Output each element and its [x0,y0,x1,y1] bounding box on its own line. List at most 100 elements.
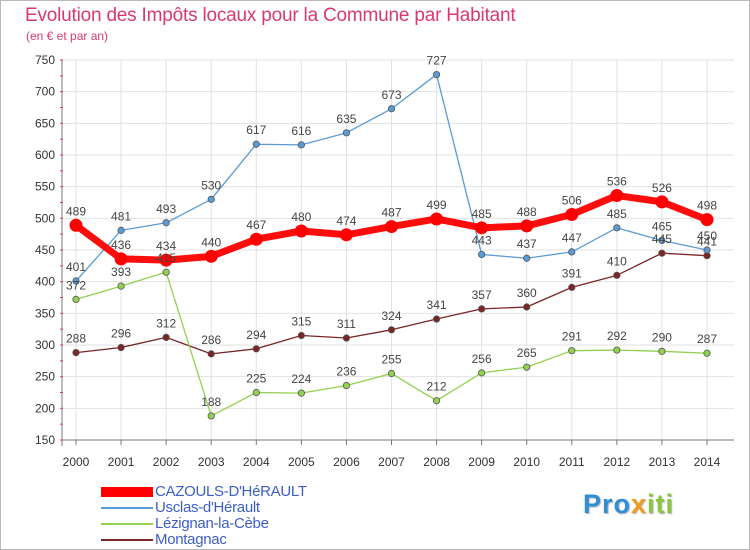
y-tick-label: 450 [35,243,55,257]
data-point [204,249,218,263]
x-tick-label: 2007 [378,455,405,469]
legend-swatch [101,539,153,541]
data-point [297,389,305,397]
data-label: 393 [111,265,131,279]
data-label: 434 [156,239,176,253]
data-point [72,295,80,303]
data-point [658,347,666,355]
data-point [117,343,125,352]
y-tick-label: 400 [35,275,55,289]
y-tick-label: 550 [35,180,55,194]
y-tick-label: 750 [35,53,55,67]
data-point [613,224,621,232]
data-point [613,271,621,279]
legend-label: Montagnac [155,531,227,548]
x-tick-label: 2011 [559,455,585,469]
y-tick-label: 200 [35,401,55,415]
data-label: 526 [652,181,672,195]
data-point [252,345,260,353]
data-label: 256 [472,352,492,366]
data-point [114,252,128,266]
y-tick-label: 300 [35,338,55,352]
series-1 [72,70,711,285]
x-tick-label: 2006 [333,455,360,469]
data-label: 312 [156,316,176,330]
data-label: 616 [291,124,311,138]
data-label: 225 [246,372,266,386]
data-point [162,333,170,341]
legend-swatch [101,487,153,497]
x-tick-label: 2001 [108,455,135,469]
data-label: 437 [517,237,537,251]
legend-label: Usclas-d'Hérault [155,499,260,516]
data-label: 481 [111,209,131,223]
data-point [72,277,80,285]
y-tick-label: 650 [35,116,55,130]
data-label: 474 [336,214,356,228]
data-label: 188 [201,395,221,409]
data-point [655,195,669,209]
x-tick-label: 2013 [649,455,676,469]
data-label: 265 [517,346,537,360]
data-label: 727 [427,54,447,68]
data-label: 415 [156,251,176,265]
data-label: 450 [697,229,717,243]
proxiti-logo: Proxiti [583,489,674,520]
data-point [249,232,263,246]
data-label: 255 [381,353,401,367]
data-label: 443 [472,233,492,247]
data-label: 212 [427,380,447,394]
data-point [117,282,125,290]
data-label: 498 [697,199,717,213]
data-label: 324 [381,309,401,323]
y-tick-label: 150 [35,433,55,447]
data-point [432,315,441,323]
data-point [342,334,351,342]
data-label: 440 [201,235,221,249]
data-point [162,268,170,276]
data-point [159,253,173,267]
data-label: 489 [66,204,86,218]
data-label: 530 [201,178,221,192]
logo-part-3: iti [647,489,675,519]
data-point [432,70,441,79]
data-point [475,221,489,235]
data-label: 635 [336,112,356,126]
data-label: 499 [427,198,447,212]
data-label: 447 [562,231,582,245]
x-tick-label: 2012 [604,455,631,469]
legend-label: Lézignan-la-Cèbe [155,515,269,532]
data-point [430,212,444,226]
data-point [117,226,125,234]
data-point [385,220,398,234]
data-label: 341 [427,298,447,312]
data-label: 287 [697,332,717,346]
data-point [207,195,215,203]
series-2 [72,268,711,420]
legend-label: CAZOULS-D'HéRAULT [155,483,307,500]
x-tick-label: 2002 [153,455,180,469]
data-point [658,236,666,245]
data-label: 536 [607,175,627,189]
data-point [297,331,305,340]
data-label: 488 [517,205,537,219]
data-label: 224 [291,372,311,386]
legend-swatch [101,523,153,525]
data-point [162,219,170,227]
x-tick-label: 2010 [513,455,540,469]
data-point [342,381,351,390]
data-point [565,208,579,222]
data-point [703,246,711,254]
data-label: 467 [246,218,266,232]
data-point [207,350,215,358]
data-label: 294 [246,328,266,342]
data-label: 493 [156,202,176,216]
data-point [478,305,486,313]
y-tick-label: 600 [35,148,55,162]
data-label: 673 [381,88,401,102]
data-label: 290 [652,330,672,344]
data-point [520,219,534,233]
data-point [568,347,576,355]
y-tick-label: 700 [35,85,55,99]
series-0 [69,189,714,267]
